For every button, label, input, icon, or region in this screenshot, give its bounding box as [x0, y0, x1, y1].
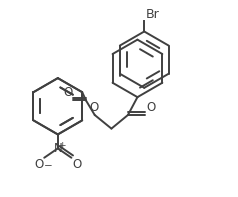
Text: O: O — [89, 101, 98, 114]
Text: +: + — [58, 141, 66, 150]
Text: O: O — [63, 85, 72, 98]
Text: N: N — [54, 142, 62, 155]
Text: O: O — [34, 158, 43, 171]
Text: O: O — [146, 101, 155, 114]
Text: O: O — [72, 158, 82, 171]
Text: Br: Br — [146, 8, 159, 21]
Text: −: − — [44, 161, 53, 171]
